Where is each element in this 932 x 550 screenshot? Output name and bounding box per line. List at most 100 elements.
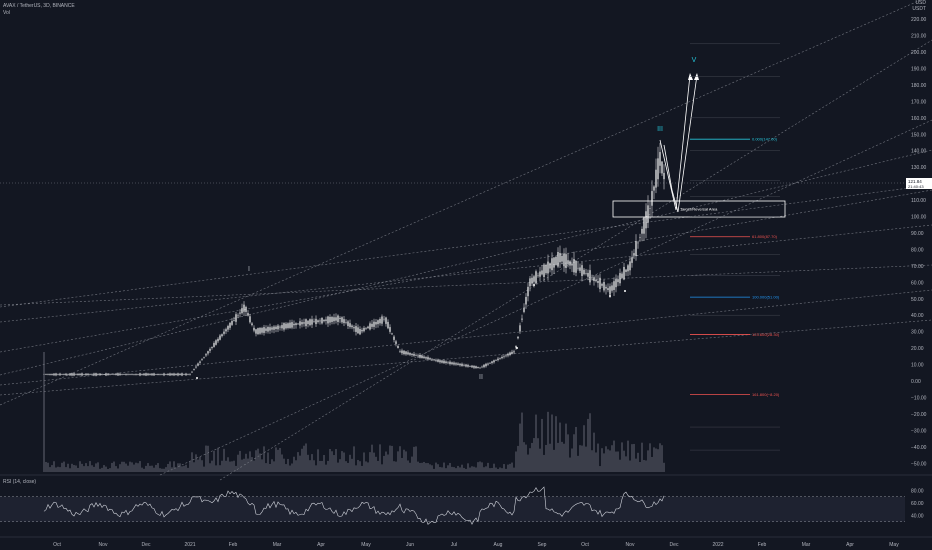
volume-bar [237,454,239,472]
volume-bar [531,442,533,472]
price-axis-label: −20.00 [911,412,927,418]
volume-bar [545,444,547,472]
volume-bar [419,462,421,472]
volume-bar [183,465,185,472]
volume-bar [131,462,133,472]
volume-bar [273,461,275,472]
volume-bar [501,468,503,472]
candle-body [81,373,83,376]
volume-bar [611,445,613,472]
volume-bar [625,456,627,472]
candle-body [145,373,147,376]
volume-bar [157,463,159,472]
candle-body [383,318,385,320]
symbol-title: AVAX / TetherUS, 3D, BINANCE [3,3,75,9]
candle-body [551,258,553,271]
fib-level-label: 123.600(28.30) [752,332,780,337]
price-axis-label: 190.00 [911,66,927,72]
volume-bar [199,456,201,472]
candle-body [49,374,51,375]
volume-bar [463,467,465,472]
volume-bar [581,445,583,472]
candle-body [325,319,327,321]
volume-bar [423,461,425,472]
candle-body [433,359,435,361]
volume-bar [455,468,457,472]
volume-bar [289,465,291,472]
volume-bar [251,457,253,472]
candle-body [507,353,509,356]
volume-bar [639,462,641,472]
volume-bar [233,460,235,472]
candle-body [171,373,173,376]
volume-bar [91,465,93,472]
volume-bar [277,449,279,472]
price-axis-label: 200.00 [911,50,927,56]
price-axis-label: 160.00 [911,116,927,122]
volume-bar [603,453,605,472]
candle-body [569,261,571,266]
candle-body [343,319,345,324]
candle-body [447,362,449,364]
volume-bar [641,442,643,472]
volume-bar [215,465,217,472]
candle-body [233,320,235,321]
time-axis-label: Aug [494,542,503,548]
candle-body [117,373,119,376]
candle-body [657,158,659,180]
volume-bar [123,461,125,472]
candle-body [521,318,523,320]
volume-bar [205,445,207,472]
candle-body [645,211,647,229]
candle-body [221,334,223,337]
candle-body [217,338,219,342]
candle-body [603,282,605,291]
volume-bar [327,460,329,472]
volume-bar [453,467,455,472]
price-axis-label: −40.00 [911,445,927,451]
candle-body [105,373,107,376]
candle-body [441,360,443,363]
swing-marker [533,284,535,286]
candle-body [165,374,167,375]
candle-body [561,255,563,262]
volume-bar [59,467,61,472]
candle-body [135,374,137,375]
candle-body [323,319,325,322]
candle-body [647,205,649,223]
volume-bar [653,447,655,472]
candle-body [411,353,413,355]
candle-body [157,374,159,375]
volume-bar [175,467,177,472]
candle-body [413,353,415,356]
volume-bar [55,467,57,472]
volume-bar [159,468,161,472]
candle-body [481,366,483,368]
candle-body [141,374,143,375]
volume-bar [295,460,297,472]
volume-bar [217,447,219,472]
volume-bar [541,418,543,472]
volume-bar [151,465,153,472]
candle-body [195,366,197,368]
candle-body [511,351,513,354]
candle-body [219,335,221,340]
volume-bar [429,464,431,472]
candle-body [63,374,65,375]
time-axis-label: Feb [758,542,767,548]
volume-bar [663,462,665,472]
volume-bar [439,467,441,472]
candle-body [535,271,537,284]
volume-bar [553,449,555,472]
volume-bar [355,465,357,472]
wave-label: I [248,266,250,273]
volume-bar [381,464,383,472]
time-axis-label: Apr [846,542,854,548]
price-axis-label: 60.00 [911,280,924,286]
candle-body [151,373,153,376]
candle-body [111,374,113,375]
candle-body [655,169,657,188]
candle-body [93,373,95,376]
time-axis-label: May [361,542,371,548]
